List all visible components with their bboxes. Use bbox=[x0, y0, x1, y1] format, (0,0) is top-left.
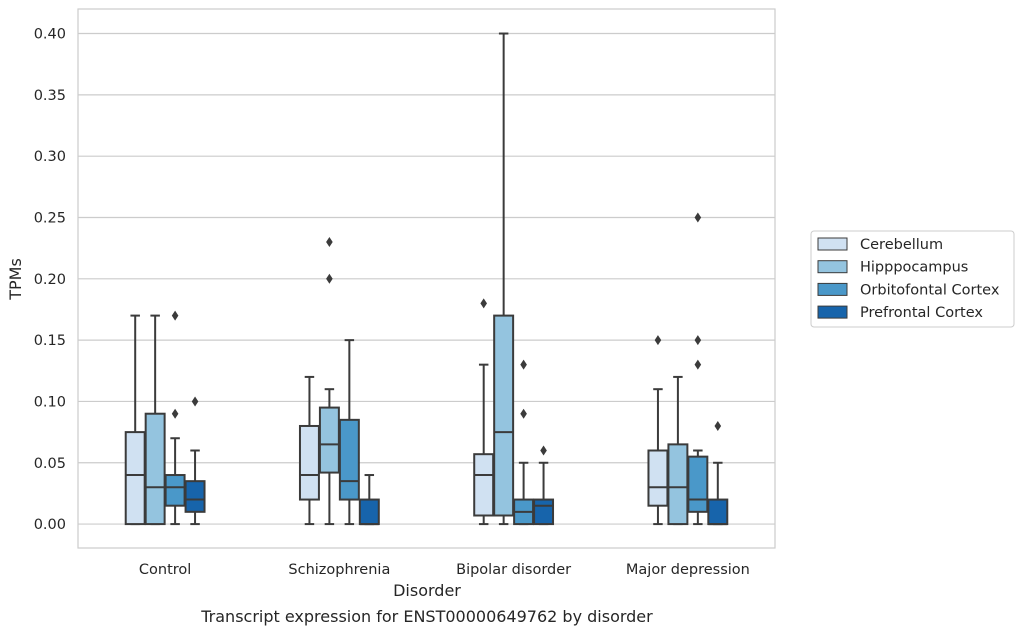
box-group bbox=[473, 298, 495, 526]
x-tick-label: Schizophrenia bbox=[288, 562, 390, 578]
box bbox=[164, 474, 186, 507]
legend-items: Cerebellum Hipppocampus Orbitofontal Corte… bbox=[817, 237, 1000, 321]
outlier-point bbox=[520, 408, 527, 419]
y-tick-labels: 0.00 0.05 0.10 0.15 0.20 0.25 0.30 0.35 0.40 bbox=[34, 27, 66, 534]
box-group bbox=[164, 310, 186, 526]
box bbox=[707, 498, 729, 526]
legend-label: Prefrontal Cortex bbox=[860, 305, 983, 321]
y-tick-label: 0.00 bbox=[34, 517, 66, 533]
x-tick-label: Major depression bbox=[626, 562, 750, 578]
box bbox=[533, 498, 555, 526]
legend-swatch bbox=[817, 237, 848, 251]
y-tick-label: 0.20 bbox=[34, 272, 66, 288]
box bbox=[473, 453, 495, 517]
x-axis-title: Disorder bbox=[393, 581, 461, 600]
outlier-point bbox=[326, 237, 333, 248]
boxes bbox=[124, 32, 729, 526]
x-tick-label: Bipolar disorder bbox=[456, 562, 571, 578]
box bbox=[338, 418, 360, 501]
box-group bbox=[513, 359, 535, 526]
box-group bbox=[144, 314, 166, 526]
legend-swatch bbox=[817, 305, 848, 319]
outlier-point bbox=[694, 335, 702, 346]
outlier-point bbox=[520, 359, 527, 370]
y-tick-label: 0.40 bbox=[34, 27, 66, 43]
outlier-point bbox=[714, 420, 722, 431]
box bbox=[493, 314, 515, 517]
legend-label: Orbitofontal Cortex bbox=[860, 282, 1000, 298]
y-tick-label: 0.25 bbox=[34, 210, 66, 226]
box bbox=[687, 455, 709, 513]
outlier-point bbox=[694, 212, 702, 223]
y-tick-label: 0.10 bbox=[34, 394, 66, 410]
y-tick-label: 0.15 bbox=[34, 333, 66, 349]
x-tick-labels: Control Schizophrenia Bipolar disorder Majo… bbox=[139, 562, 750, 578]
box bbox=[298, 424, 320, 501]
y-tick-label: 0.05 bbox=[34, 456, 66, 472]
outlier-point bbox=[480, 298, 487, 309]
box-group bbox=[687, 212, 709, 526]
box-group bbox=[493, 32, 515, 526]
chart-caption: Transcript expression for ENST0000064976… bbox=[200, 607, 653, 626]
legend: Cerebellum Hipppocampus Orbitofontal Corte… bbox=[810, 230, 1015, 328]
box bbox=[144, 412, 166, 526]
box bbox=[358, 498, 380, 526]
legend-label: Hipppocampus bbox=[860, 260, 968, 276]
box bbox=[318, 406, 340, 474]
outlier-point bbox=[694, 359, 702, 370]
box-group bbox=[533, 445, 555, 526]
x-tick-label: Control bbox=[139, 562, 191, 578]
legend-frame bbox=[810, 230, 1015, 328]
outlier-point bbox=[540, 445, 547, 456]
box-group bbox=[647, 335, 669, 526]
box bbox=[124, 431, 146, 526]
outlier-point bbox=[171, 408, 179, 419]
legend-swatch bbox=[817, 282, 848, 296]
box bbox=[667, 443, 689, 526]
box-group bbox=[707, 420, 729, 526]
box-group bbox=[358, 474, 380, 526]
y-tick-label: 0.30 bbox=[34, 149, 66, 165]
outlier-point bbox=[326, 273, 333, 284]
y-axis-title: TPMs bbox=[6, 258, 25, 301]
box-group bbox=[184, 396, 206, 526]
legend-swatch bbox=[817, 260, 848, 274]
outlier-point bbox=[171, 310, 179, 321]
outlier-point bbox=[191, 396, 199, 407]
box bbox=[647, 449, 669, 507]
outlier-point bbox=[654, 335, 662, 346]
box-group bbox=[124, 314, 146, 526]
y-tick-label: 0.35 bbox=[34, 88, 66, 104]
box-group bbox=[338, 339, 360, 526]
legend-label: Cerebellum bbox=[860, 237, 943, 253]
box bbox=[184, 480, 206, 513]
